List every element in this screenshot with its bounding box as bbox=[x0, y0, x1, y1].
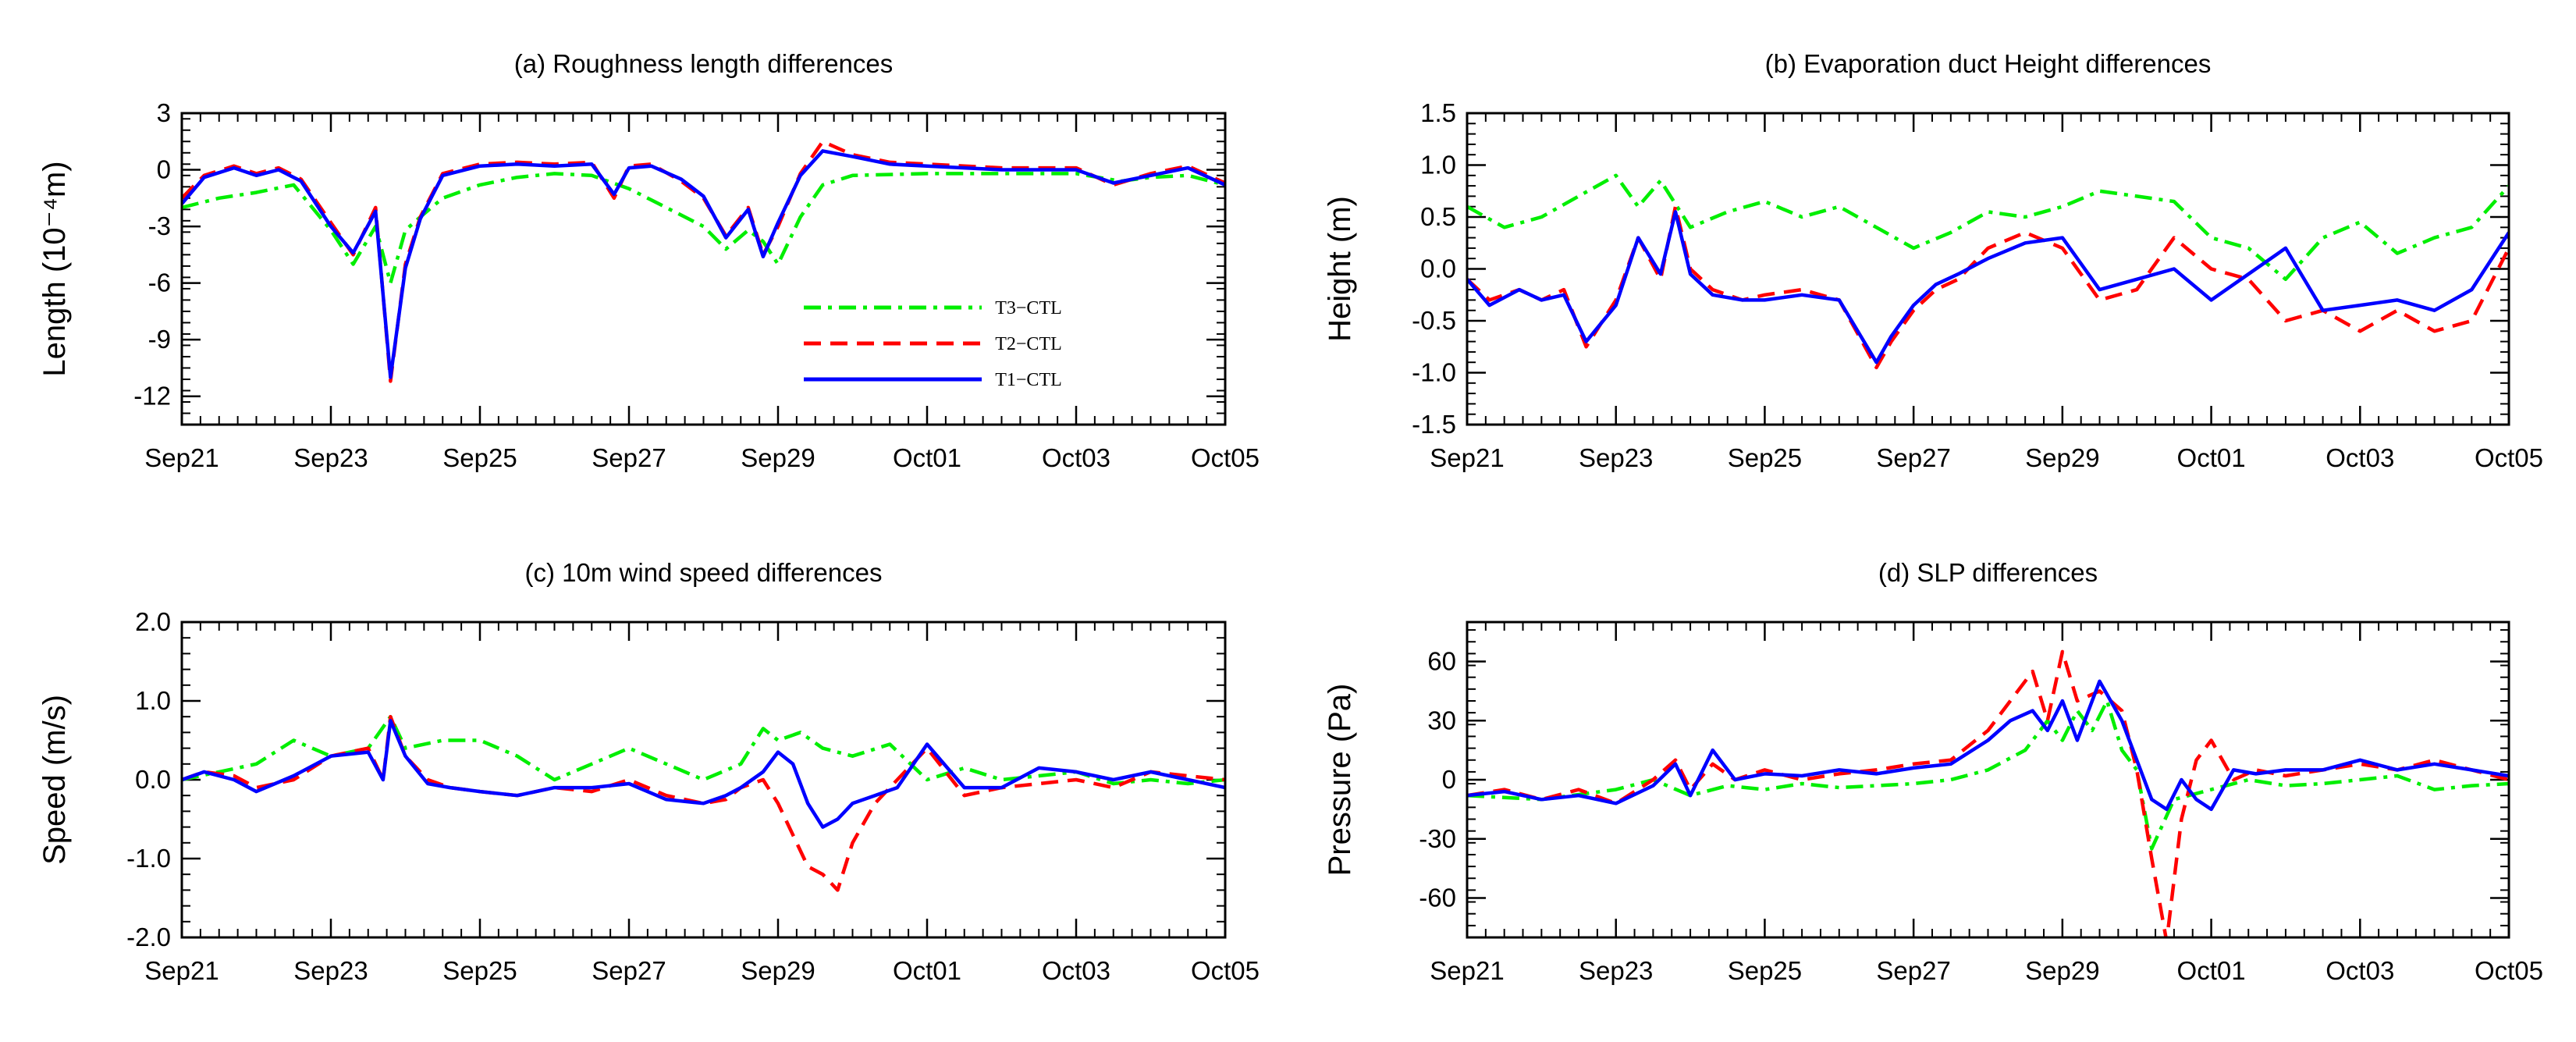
panel-a: (a) Roughness length differences Length (… bbox=[37, 49, 1260, 472]
x-tick-label: Sep23 bbox=[293, 956, 368, 985]
y-tick-label: 60 bbox=[1427, 647, 1456, 676]
x-tick-label: Oct03 bbox=[2326, 956, 2394, 985]
legend-label: T2−CTL bbox=[995, 334, 1062, 354]
x-tick-label: Sep23 bbox=[1579, 956, 1653, 985]
y-tick-label: 3 bbox=[157, 98, 171, 127]
x-tick-label: Oct05 bbox=[2475, 956, 2543, 985]
legend-label: T3−CTL bbox=[995, 298, 1062, 318]
x-tick-label: Oct05 bbox=[1191, 956, 1260, 985]
y-tick-label: -0.5 bbox=[1412, 306, 1456, 335]
panel-b: (b) Evaporation duct Height differences H… bbox=[1323, 49, 2543, 472]
x-tick-label: Sep29 bbox=[2025, 443, 2099, 472]
series-line-t1ctl bbox=[1467, 210, 2509, 365]
y-tick-label: -9 bbox=[148, 325, 171, 354]
series-line-t2ctl bbox=[1467, 649, 2509, 937]
y-axis-label: Speed (m/s) bbox=[37, 695, 72, 865]
x-tick-label: Oct05 bbox=[1191, 443, 1260, 472]
series-line-t1ctl bbox=[1467, 679, 2509, 812]
x-tick-label: Oct03 bbox=[2326, 443, 2394, 472]
y-tick-label: 1.5 bbox=[1420, 98, 1456, 127]
x-tick-label: Sep29 bbox=[741, 443, 815, 472]
series-line-t2ctl bbox=[1467, 204, 2509, 370]
plot-frame bbox=[180, 621, 1227, 939]
x-tick-label: Sep29 bbox=[2025, 956, 2099, 985]
panel-title: (b) Evaporation duct Height differences bbox=[1765, 49, 2212, 78]
y-tick-label: 0.5 bbox=[1420, 202, 1456, 231]
series-line-t2ctl bbox=[182, 714, 1225, 892]
panel-c: (c) 10m wind speed differences Speed (m/s… bbox=[37, 558, 1260, 985]
panel-title: (c) 10m wind speed differences bbox=[525, 558, 883, 587]
plot-frame bbox=[1466, 112, 2510, 426]
x-tick-label: Sep25 bbox=[1728, 443, 1802, 472]
y-tick-label: -1.0 bbox=[1412, 358, 1456, 387]
x-tick-label: Oct01 bbox=[2177, 443, 2246, 472]
series-line-t3ctl bbox=[1467, 699, 2509, 851]
y-tick-label: 0.0 bbox=[135, 765, 171, 794]
y-tick-label: 2.0 bbox=[135, 607, 171, 636]
series-line-t3ctl bbox=[182, 172, 1225, 285]
y-tick-label: -12 bbox=[133, 382, 171, 411]
series-line-t2ctl bbox=[182, 140, 1225, 383]
series-line-t1ctl bbox=[182, 149, 1225, 379]
y-tick-label: 0.0 bbox=[1420, 254, 1456, 283]
x-tick-label: Oct05 bbox=[2475, 443, 2543, 472]
y-tick-label: 0 bbox=[1442, 765, 1456, 794]
x-tick-label: Oct03 bbox=[1042, 443, 1110, 472]
x-tick-label: Sep25 bbox=[442, 443, 517, 472]
y-axis-label: Pressure (Pa) bbox=[1323, 684, 1357, 877]
legend-label: T1−CTL bbox=[995, 370, 1062, 390]
x-tick-label: Oct01 bbox=[893, 956, 961, 985]
y-tick-label: -6 bbox=[148, 269, 171, 297]
x-tick-label: Sep29 bbox=[741, 956, 815, 985]
x-tick-label: Oct01 bbox=[2177, 956, 2246, 985]
panel-title: (a) Roughness length differences bbox=[514, 49, 894, 78]
x-tick-label: Sep27 bbox=[1876, 443, 1950, 472]
y-tick-label: 0 bbox=[157, 155, 171, 184]
series-line-t3ctl bbox=[1467, 173, 2509, 282]
x-tick-label: Sep27 bbox=[592, 956, 666, 985]
y-tick-label: -1.5 bbox=[1412, 410, 1456, 439]
y-axis-label: Height (m) bbox=[1323, 196, 1357, 342]
plot-frame bbox=[180, 112, 1227, 426]
x-tick-label: Sep21 bbox=[1430, 443, 1504, 472]
x-tick-label: Sep23 bbox=[1579, 443, 1653, 472]
x-tick-label: Sep21 bbox=[144, 956, 219, 985]
x-tick-label: Sep25 bbox=[442, 956, 517, 985]
x-tick-label: Oct01 bbox=[893, 443, 961, 472]
x-tick-label: Sep23 bbox=[293, 443, 368, 472]
x-tick-label: Sep21 bbox=[144, 443, 219, 472]
x-tick-label: Sep25 bbox=[1728, 956, 1802, 985]
y-tick-label: -2.0 bbox=[126, 923, 171, 951]
series-line-t3ctl bbox=[182, 714, 1225, 786]
y-tick-label: -1.0 bbox=[126, 844, 171, 873]
x-tick-label: Sep21 bbox=[1430, 956, 1504, 985]
panel-title: (d) SLP differences bbox=[1878, 558, 2098, 587]
x-tick-label: Sep27 bbox=[592, 443, 666, 472]
legend: T3−CTL T2−CTL T1−CTL bbox=[804, 298, 1062, 390]
y-axis-label: Length (10⁻⁴m) bbox=[37, 161, 72, 376]
plot-frame bbox=[1466, 621, 2510, 939]
y-tick-label: 1.0 bbox=[1420, 151, 1456, 180]
y-tick-label: -30 bbox=[1419, 824, 1456, 853]
y-tick-label: -60 bbox=[1419, 884, 1456, 912]
x-tick-label: Oct03 bbox=[1042, 956, 1110, 985]
y-tick-label: -3 bbox=[148, 212, 171, 240]
y-tick-label: 1.0 bbox=[135, 686, 171, 715]
y-tick-label: 30 bbox=[1427, 706, 1456, 734]
series-line-t1ctl bbox=[182, 719, 1225, 829]
x-tick-label: Sep27 bbox=[1876, 956, 1950, 985]
panel-d: (d) SLP differences Pressure (Pa) Sep21 Sep… bbox=[1323, 558, 2543, 985]
